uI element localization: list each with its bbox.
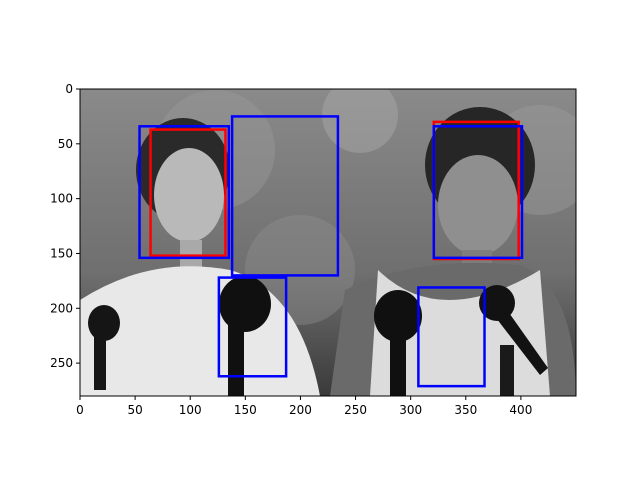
x-tick-label: 200 [289,403,312,417]
blue-bounding-box [230,115,340,277]
x-tick-label: 400 [509,403,532,417]
y-tick-label: 200 [50,301,73,315]
y-tick-label: 100 [50,192,73,206]
blue-bounding-box [138,125,231,260]
y-axis: 0 50 100 150 200 250 [50,82,80,370]
x-tick-label: 150 [234,403,257,417]
y-tick-label: 250 [50,356,73,370]
blue-bounding-box [432,125,524,260]
x-tick-label: 0 [76,403,84,417]
red-bounding-box [149,128,227,257]
y-tick-label: 0 [65,82,73,96]
axes-frame [79,88,577,397]
x-tick-label: 350 [454,403,477,417]
bounding-boxes [138,115,524,388]
y-tick-label: 50 [58,137,73,151]
y-tick-label: 150 [50,246,73,260]
x-tick-label: 50 [127,403,142,417]
blue-bounding-box [217,276,288,378]
x-tick-label: 100 [179,403,202,417]
x-tick-label: 250 [344,403,367,417]
blue-bounding-box [417,286,486,388]
x-axis: 0 50 100 150 200 250 300 350 400 [76,396,532,417]
x-tick-label: 300 [399,403,422,417]
photo [80,89,576,396]
